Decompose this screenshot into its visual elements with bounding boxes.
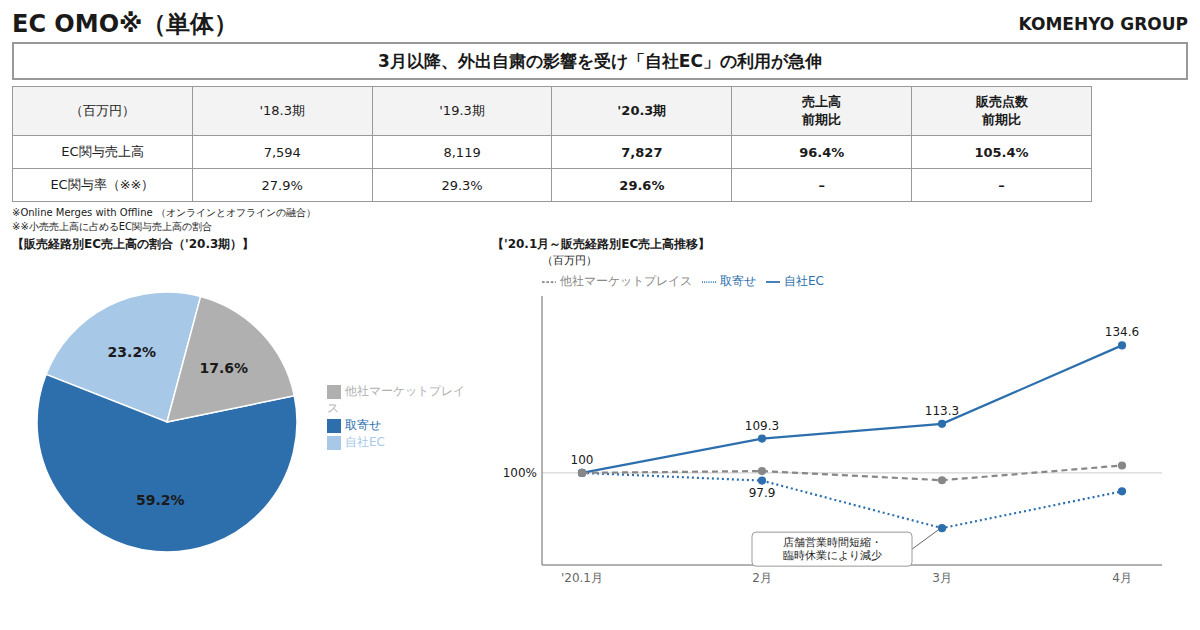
html-text:EC関与売上高: EC関与売上高	[61, 144, 144, 159]
html-text:'19.3期: '19.3期	[439, 103, 485, 118]
svg-text:3月: 3月	[932, 571, 952, 585]
html-text:販売点数 前期比: 販売点数 前期比	[975, 94, 1028, 127]
html-text:取寄せ: 取寄せ	[345, 418, 381, 432]
html-text:※Online Merges with Offline （オ: ※Online Merges with Offline （オンラインとオフライン…	[12, 207, 316, 218]
html-text:自社EC: 自社EC	[345, 435, 385, 449]
html-text:7,594: 7,594	[263, 144, 301, 160]
svg-text:臨時休業により減少: 臨時休業により減少	[783, 549, 882, 562]
html-text:29.6%: 29.6%	[619, 177, 665, 193]
html-text:7,827: 7,827	[621, 144, 663, 160]
html-text:他社マーケットプレイス: 他社マーケットプレイス	[327, 384, 465, 415]
html-text:105.4%: 105.4%	[974, 144, 1029, 160]
html-text:他社マーケットプレイス: 他社マーケットプレイス	[560, 274, 692, 288]
html-text:（百万円）: （百万円）	[542, 254, 597, 267]
svg-text:59.2%: 59.2%	[136, 492, 185, 508]
html-text:8,119: 8,119	[443, 144, 481, 160]
svg-text:109.3: 109.3	[745, 419, 779, 433]
svg-text:100%: 100%	[503, 466, 537, 480]
html-text:KOMEHYO GROUP: KOMEHYO GROUP	[1018, 14, 1188, 34]
svg-text:100: 100	[571, 453, 594, 467]
html-text:【'20.1月～販売経路別EC売上高推移】: 【'20.1月～販売経路別EC売上高推移】	[492, 237, 711, 251]
svg-text:'20.1月: '20.1月	[561, 571, 603, 585]
svg-text:23.2%: 23.2%	[108, 344, 157, 360]
html-text:3月以降、外出自粛の影響を受け「自社EC」の利用が急伸: 3月以降、外出自粛の影響を受け「自社EC」の利用が急伸	[378, 50, 822, 71]
html-text:EC OMO※（単体）: EC OMO※（単体）	[12, 10, 239, 38]
html-text:（百万円）: （百万円）	[69, 103, 135, 118]
html-text:【販売経路別EC売上高の割合（'20.3期）】: 【販売経路別EC売上高の割合（'20.3期）】	[12, 237, 255, 251]
html-text:'20.3期: '20.3期	[617, 103, 667, 118]
svg-text:店舗営業時間短縮・: 店舗営業時間短縮・	[783, 536, 882, 549]
html-text:取寄せ: 取寄せ	[720, 274, 756, 288]
html-text:売上高 前期比: 売上高 前期比	[802, 94, 842, 127]
html-text:96.4%: 96.4%	[799, 144, 845, 160]
svg-text:97.9: 97.9	[749, 486, 776, 500]
html-text:自社EC: 自社EC	[784, 274, 824, 288]
html-text:※※小売売上高に占めるEC関与売上高の割合: ※※小売売上高に占めるEC関与売上高の割合	[12, 221, 213, 232]
svg-text:2月: 2月	[752, 571, 772, 585]
html-text:'18.3期: '18.3期	[259, 103, 305, 118]
html-text:27.9%: 27.9%	[261, 177, 303, 193]
svg-text:17.6%: 17.6%	[199, 360, 248, 376]
html-text:EC関与率（※※）: EC関与率（※※）	[50, 177, 155, 192]
svg-text:4月: 4月	[1112, 571, 1132, 585]
svg-text:134.6: 134.6	[1105, 325, 1139, 339]
html-text:29.3%: 29.3%	[441, 177, 483, 193]
svg-text:113.3: 113.3	[925, 404, 959, 418]
